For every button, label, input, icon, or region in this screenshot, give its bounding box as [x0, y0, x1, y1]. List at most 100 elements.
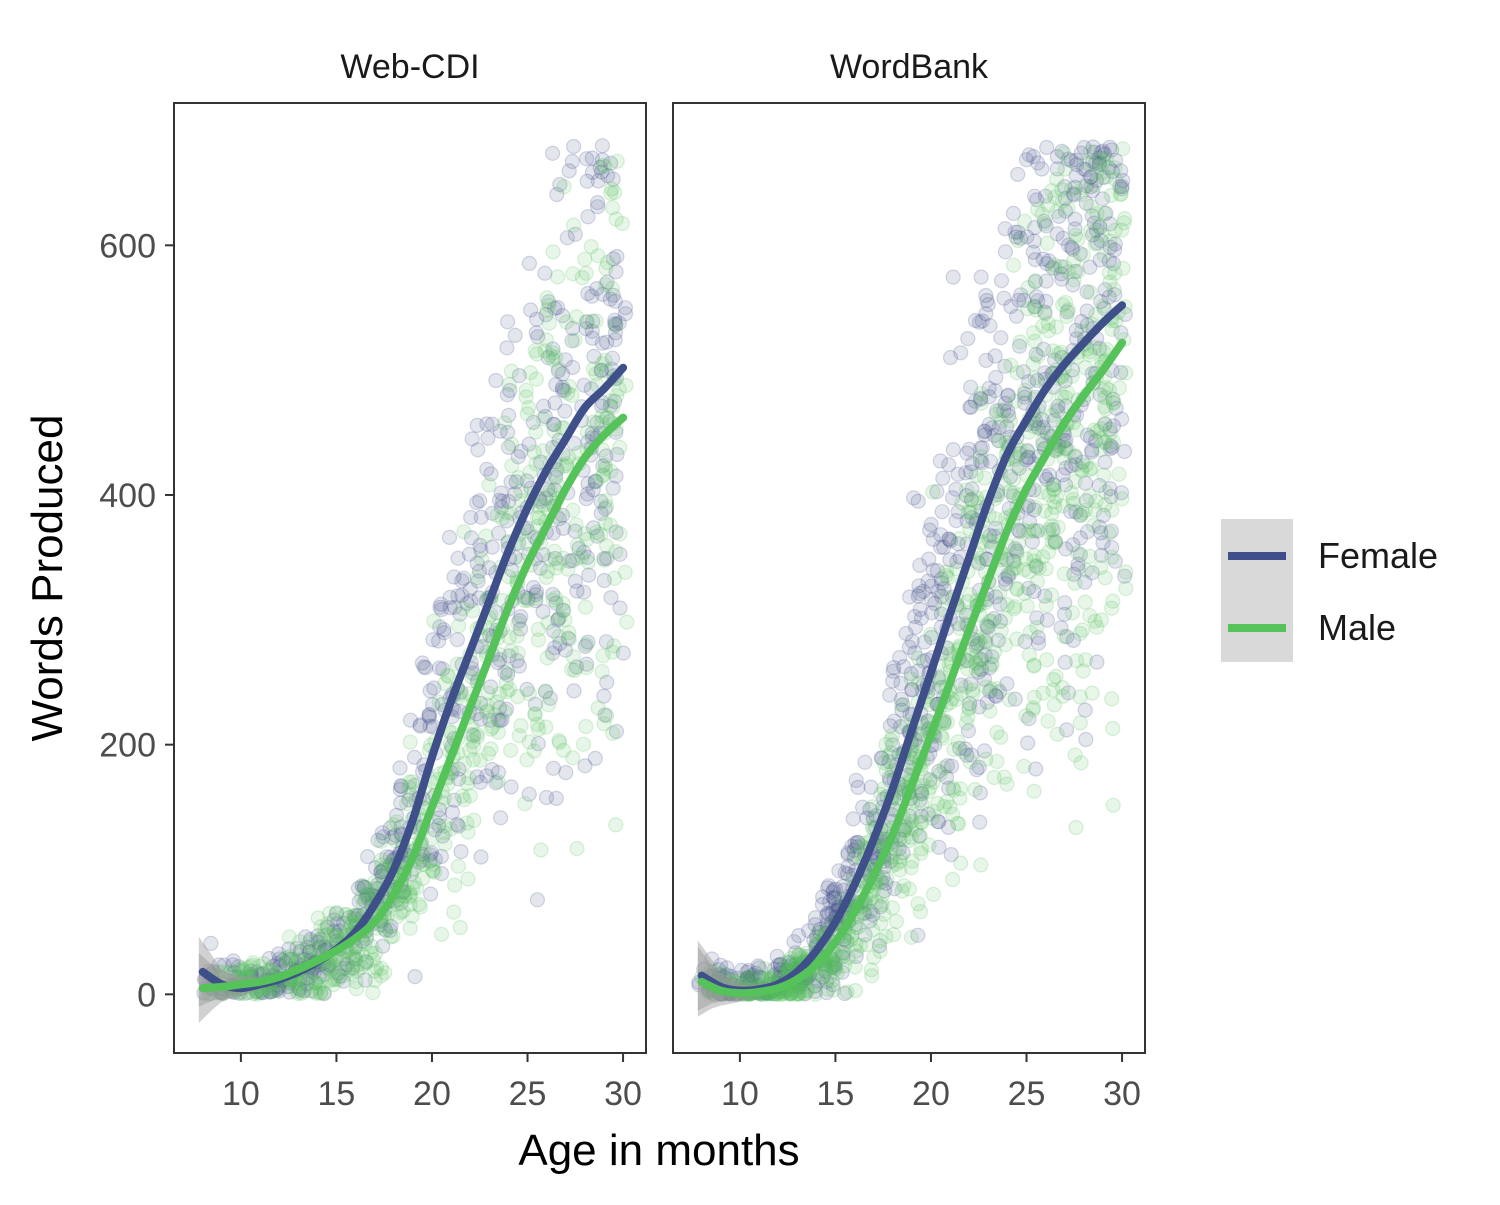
data-point [526, 743, 542, 759]
data-point [1054, 388, 1070, 404]
data-point [376, 921, 393, 937]
data-point [1057, 161, 1073, 177]
data-point [317, 922, 333, 938]
data-point [1000, 388, 1016, 404]
data-point [478, 704, 495, 720]
data-point [463, 530, 479, 546]
data-point [815, 969, 831, 985]
data-point [1046, 494, 1062, 510]
data-point [1047, 534, 1063, 550]
data-point [1091, 218, 1108, 234]
data-point [885, 926, 902, 943]
x-tick-label: 10 [222, 1075, 260, 1113]
data-point [454, 788, 470, 804]
data-point [945, 871, 961, 888]
data-point [611, 315, 627, 331]
data-point [1066, 566, 1082, 582]
data-point [1003, 564, 1019, 581]
data-point [1097, 570, 1113, 586]
data-point [739, 970, 756, 986]
data-point [323, 962, 339, 978]
data-point [583, 239, 599, 255]
data-point [415, 870, 431, 887]
data-point [932, 766, 948, 782]
data-point [397, 888, 413, 904]
data-point [968, 638, 984, 654]
data-point [1060, 264, 1077, 280]
data-point [310, 934, 327, 951]
data-point [715, 965, 731, 981]
data-point [431, 633, 447, 649]
data-point [971, 314, 988, 330]
data-point [452, 606, 468, 622]
data-point [1066, 187, 1082, 203]
data-point [1021, 647, 1037, 663]
data-point [824, 959, 840, 975]
data-point [223, 965, 239, 981]
data-point [1063, 458, 1080, 474]
data-point [565, 359, 581, 375]
data-point [1007, 224, 1023, 240]
data-point [895, 845, 911, 861]
data-point [799, 982, 815, 998]
data-point [406, 874, 422, 890]
data-point [599, 254, 616, 271]
data-point [786, 934, 802, 950]
data-point [982, 527, 998, 544]
data-point [967, 393, 983, 409]
data-point [271, 946, 287, 962]
data-point [574, 270, 590, 286]
data-point [881, 747, 897, 764]
data-point [520, 590, 536, 607]
data-point [1107, 287, 1123, 303]
data-point [578, 718, 594, 735]
data-point [608, 524, 624, 540]
data-point [1102, 274, 1118, 290]
data-point [584, 164, 601, 180]
data-point [1089, 205, 1105, 222]
data-point [997, 221, 1013, 237]
data-point [1116, 215, 1132, 231]
data-point [1105, 797, 1121, 813]
data-point [313, 984, 329, 1001]
data-point [904, 853, 920, 869]
data-point [540, 350, 556, 366]
data-point [500, 439, 517, 455]
data-point [433, 865, 450, 882]
data-point [854, 799, 871, 815]
data-point [1056, 450, 1072, 466]
data-point [503, 474, 519, 490]
data-point [437, 676, 453, 692]
data-point [972, 390, 989, 406]
data-point [589, 281, 605, 297]
data-point [385, 928, 401, 944]
data-point [604, 350, 621, 366]
data-point [603, 463, 619, 479]
y-tick-label: 400 [99, 477, 156, 515]
data-point [615, 645, 631, 661]
data-point [1016, 758, 1032, 774]
data-point [1002, 469, 1019, 485]
data-point [497, 664, 513, 681]
data-point [555, 520, 571, 537]
x-tick-label: 30 [1103, 1075, 1141, 1113]
data-point [226, 964, 242, 981]
data-point [282, 984, 298, 1000]
data-point [986, 769, 1002, 786]
data-point [392, 781, 408, 798]
data-point [502, 681, 518, 698]
data-point [1101, 253, 1117, 269]
data-point [886, 881, 903, 897]
data-point [441, 529, 458, 546]
data-point [538, 569, 554, 586]
data-point [1055, 688, 1071, 704]
data-point [535, 497, 552, 513]
data-point [607, 316, 623, 332]
data-point [290, 985, 306, 1002]
data-point [491, 686, 508, 702]
data-point [945, 780, 961, 796]
data-point [930, 583, 946, 599]
data-point [983, 534, 999, 550]
data-point [963, 504, 980, 520]
data-point [353, 959, 369, 975]
